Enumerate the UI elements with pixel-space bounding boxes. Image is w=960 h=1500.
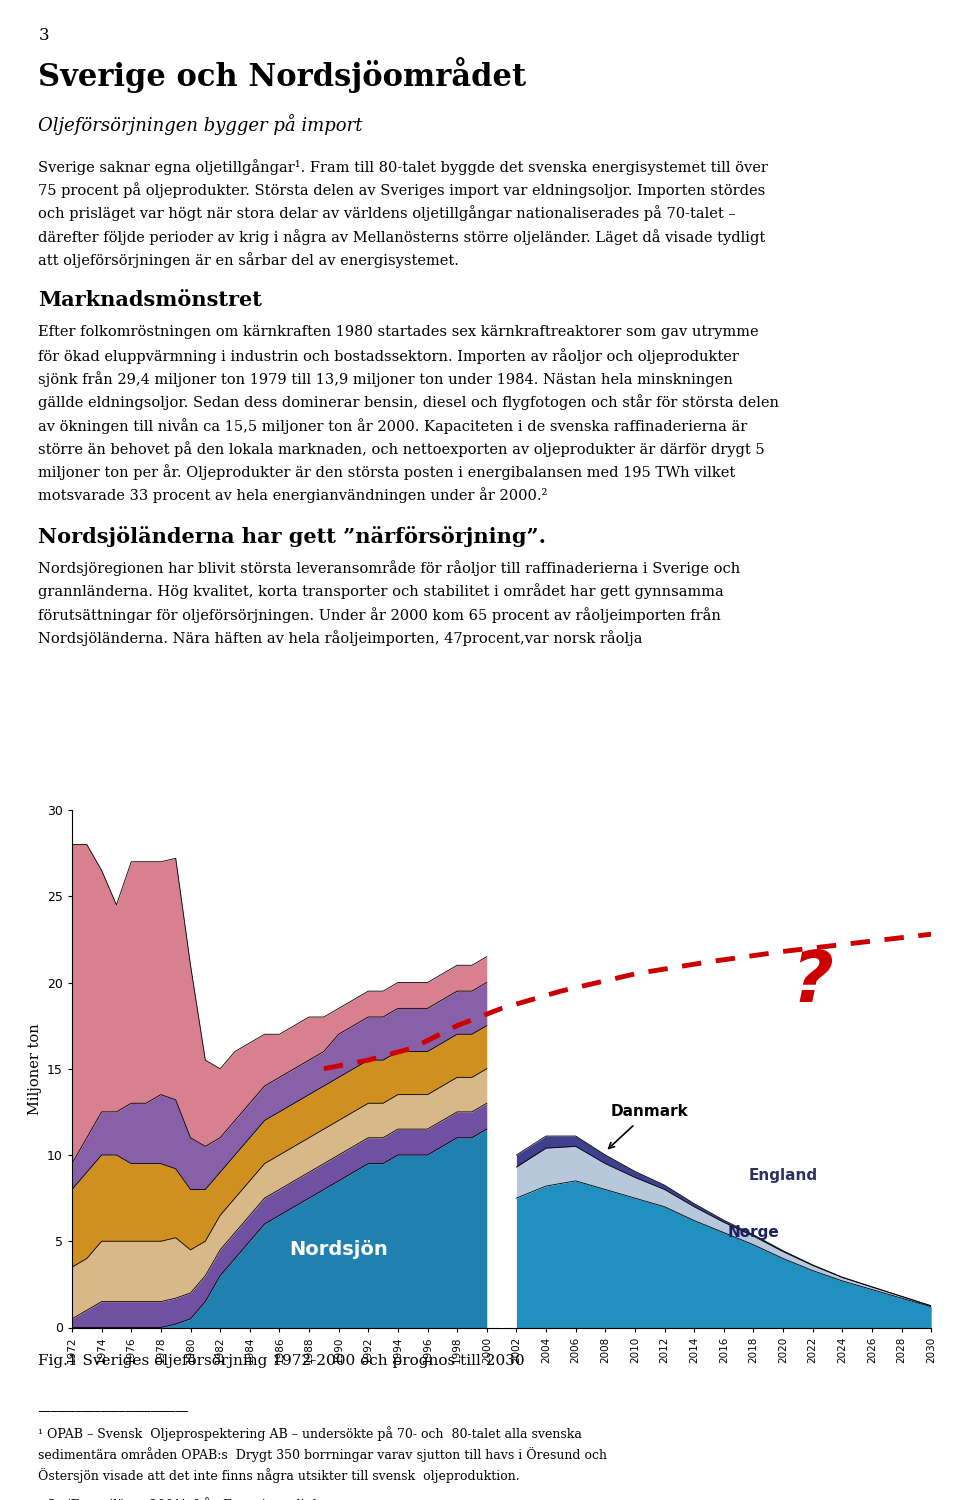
Text: sedimentära områden OPAB:s  Drygt 350 borrningar varav sjutton till havs i Öresu: sedimentära områden OPAB:s Drygt 350 bor… xyxy=(38,1448,608,1462)
Text: Marknadsmönstret: Marknadsmönstret xyxy=(38,290,262,310)
Text: Oljeförsörjningen bygger på import: Oljeförsörjningen bygger på import xyxy=(38,114,363,135)
Text: Nordsjöländerna. Nära häften av hela råoljeimporten, 47procent,var norsk råolja: Nordsjöländerna. Nära häften av hela råo… xyxy=(38,630,643,646)
Text: Östersjön visade att det inte finns några utsikter till svensk  oljeproduktion.: Östersjön visade att det inte finns någr… xyxy=(38,1468,520,1484)
Text: Sverige saknar egna oljetillgångar¹. Fram till 80-talet byggde det svenska energ: Sverige saknar egna oljetillgångar¹. Fra… xyxy=(38,159,768,176)
Text: för ökad eluppvärmning i industrin och bostadssektorn. Importen av råoljor och o: för ökad eluppvärmning i industrin och b… xyxy=(38,348,739,364)
Text: ________________________: ________________________ xyxy=(38,1400,188,1413)
Text: förutsättningar för oljeförsörjningen. Under år 2000 kom 65 procent av råoljeimp: förutsättningar för oljeförsörjningen. U… xyxy=(38,606,721,622)
Text: därefter följde perioder av krig i några av Mellanösterns större oljeländer. Läg: därefter följde perioder av krig i några… xyxy=(38,230,766,244)
Text: miljoner ton per år. Oljeprodukter är den största posten i energibalansen med 19: miljoner ton per år. Oljeprodukter är de… xyxy=(38,464,735,480)
Text: ?: ? xyxy=(792,948,833,1017)
Text: större än behovet på den lokala marknaden, och nettoexporten av oljeprodukter är: större än behovet på den lokala marknade… xyxy=(38,441,765,458)
Text: England: England xyxy=(749,1168,818,1184)
Text: Nordsjön: Nordsjön xyxy=(289,1240,388,1260)
Text: sjönk från 29,4 miljoner ton 1979 till 13,9 miljoner ton under 1984. Nästan hela: sjönk från 29,4 miljoner ton 1979 till 1… xyxy=(38,370,733,387)
Text: Norge: Norge xyxy=(728,1226,780,1240)
Text: 75 procent på oljeprodukter. Största delen av Sveriges import var eldningsoljor.: 75 procent på oljeprodukter. Största del… xyxy=(38,183,766,198)
Text: grannländerna. Hög kvalitet, korta transporter och stabilitet i området har gett: grannländerna. Hög kvalitet, korta trans… xyxy=(38,584,724,600)
Text: Sverige och Nordsjöområdet: Sverige och Nordsjöområdet xyxy=(38,57,526,93)
Text: av ökningen till nivån ca 15,5 miljoner ton år 2000. Kapaciteten i de svenska ra: av ökningen till nivån ca 15,5 miljoner … xyxy=(38,417,748,434)
Text: Nordsjöländerna har gett ”närförsörjning”.: Nordsjöländerna har gett ”närförsörjning… xyxy=(38,525,546,546)
Text: Efter folkomröstningen om kärnkraften 1980 startades sex kärnkraftreaktorer som : Efter folkomröstningen om kärnkraften 19… xyxy=(38,324,759,339)
Text: gällde eldningsoljor. Sedan dess dominerar bensin, diesel och flygfotogen och st: gällde eldningsoljor. Sedan dess dominer… xyxy=(38,394,780,411)
Text: ¹ OPAB – Svensk  Oljeprospektering AB – undersökte på 70- och  80-talet alla sve: ¹ OPAB – Svensk Oljeprospektering AB – u… xyxy=(38,1426,583,1442)
Text: Fig.1 Sveriges oljeförsörjning 1972-2000 och prognos till 2030: Fig.1 Sveriges oljeförsörjning 1972-2000… xyxy=(38,1354,525,1368)
Y-axis label: Miljoner ton: Miljoner ton xyxy=(28,1023,41,1114)
Text: ² Se ‘Energiläget 2001’, från Energimyndigheten: www.stem.se: ² Se ‘Energiläget 2001’, från Energimynd… xyxy=(38,1497,440,1500)
Text: att oljeförsörjningen är en sårbar del av energisystemet.: att oljeförsörjningen är en sårbar del a… xyxy=(38,252,459,268)
Text: Nordsjöregionen har blivit största leveransområde för råoljor till raffinaderier: Nordsjöregionen har blivit största lever… xyxy=(38,560,741,576)
Text: och prisläget var högt när stora delar av världens oljetillgångar nationaliserad: och prisläget var högt när stora delar a… xyxy=(38,206,736,222)
Text: 3: 3 xyxy=(38,27,49,44)
Text: Danmark: Danmark xyxy=(611,1104,688,1119)
Text: motsvarade 33 procent av hela energianvändningen under år 2000.²: motsvarade 33 procent av hela energianvä… xyxy=(38,488,548,504)
